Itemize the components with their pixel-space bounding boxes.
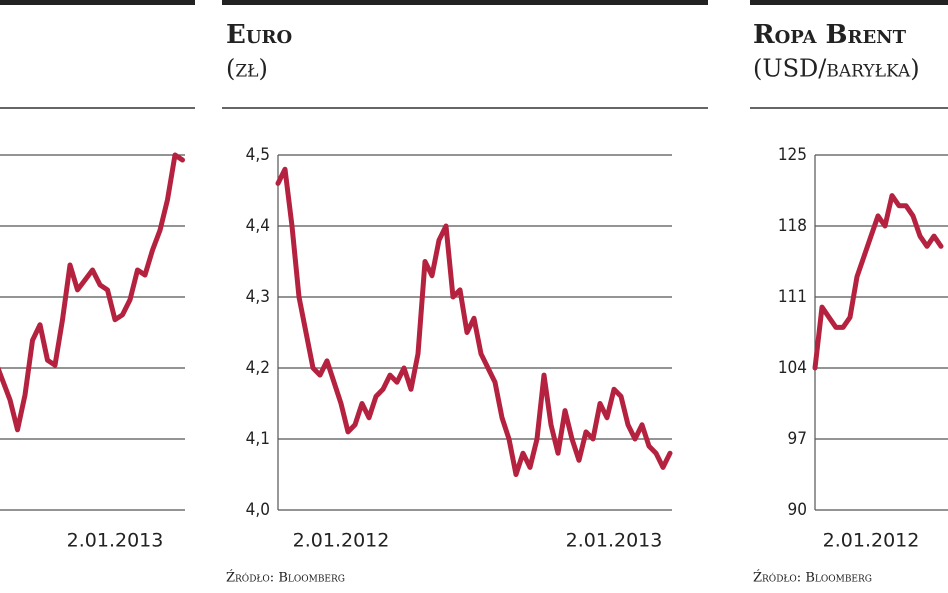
x-tick-label: 2.01.2012 bbox=[293, 530, 390, 552]
chart-subtitle: (USD/baryłka) bbox=[753, 55, 920, 83]
top-bar bbox=[0, 0, 195, 5]
x-tick-label: 2.01.2013 bbox=[67, 530, 164, 552]
y-tick-label: 4,4 bbox=[246, 216, 270, 236]
x-tick-label: 2.01.2012 bbox=[823, 530, 920, 552]
chart-title: Ropa Brent bbox=[753, 20, 907, 50]
chart-title: Euro bbox=[226, 20, 292, 50]
y-tick-label: 4,0 bbox=[246, 500, 270, 520]
y-tick-label: 90 bbox=[788, 500, 807, 520]
y-tick-label: 111 bbox=[778, 287, 807, 307]
source: Źródło: Bloomberg bbox=[226, 570, 345, 586]
y-tick-label: 4,1 bbox=[246, 429, 270, 449]
chart-subtitle: (zł) bbox=[226, 55, 268, 83]
x-tick-label: 2.01.2013 bbox=[566, 530, 663, 552]
y-tick-label: 118 bbox=[778, 216, 807, 236]
y-tick-label: 97 bbox=[788, 429, 807, 449]
y-tick-label: 4,5 bbox=[246, 145, 270, 165]
y-tick-label: 4,2 bbox=[246, 358, 270, 378]
top-bar bbox=[750, 0, 948, 5]
price-line bbox=[812, 193, 944, 371]
y-tick-label: 125 bbox=[778, 145, 807, 165]
price-line bbox=[275, 166, 673, 477]
source: Źródło: Bloomberg bbox=[753, 570, 872, 586]
y-tick-label: 104 bbox=[778, 358, 807, 378]
price-line bbox=[0, 152, 185, 433]
top-bar bbox=[222, 0, 708, 5]
y-tick-label: 4,3 bbox=[246, 287, 270, 307]
